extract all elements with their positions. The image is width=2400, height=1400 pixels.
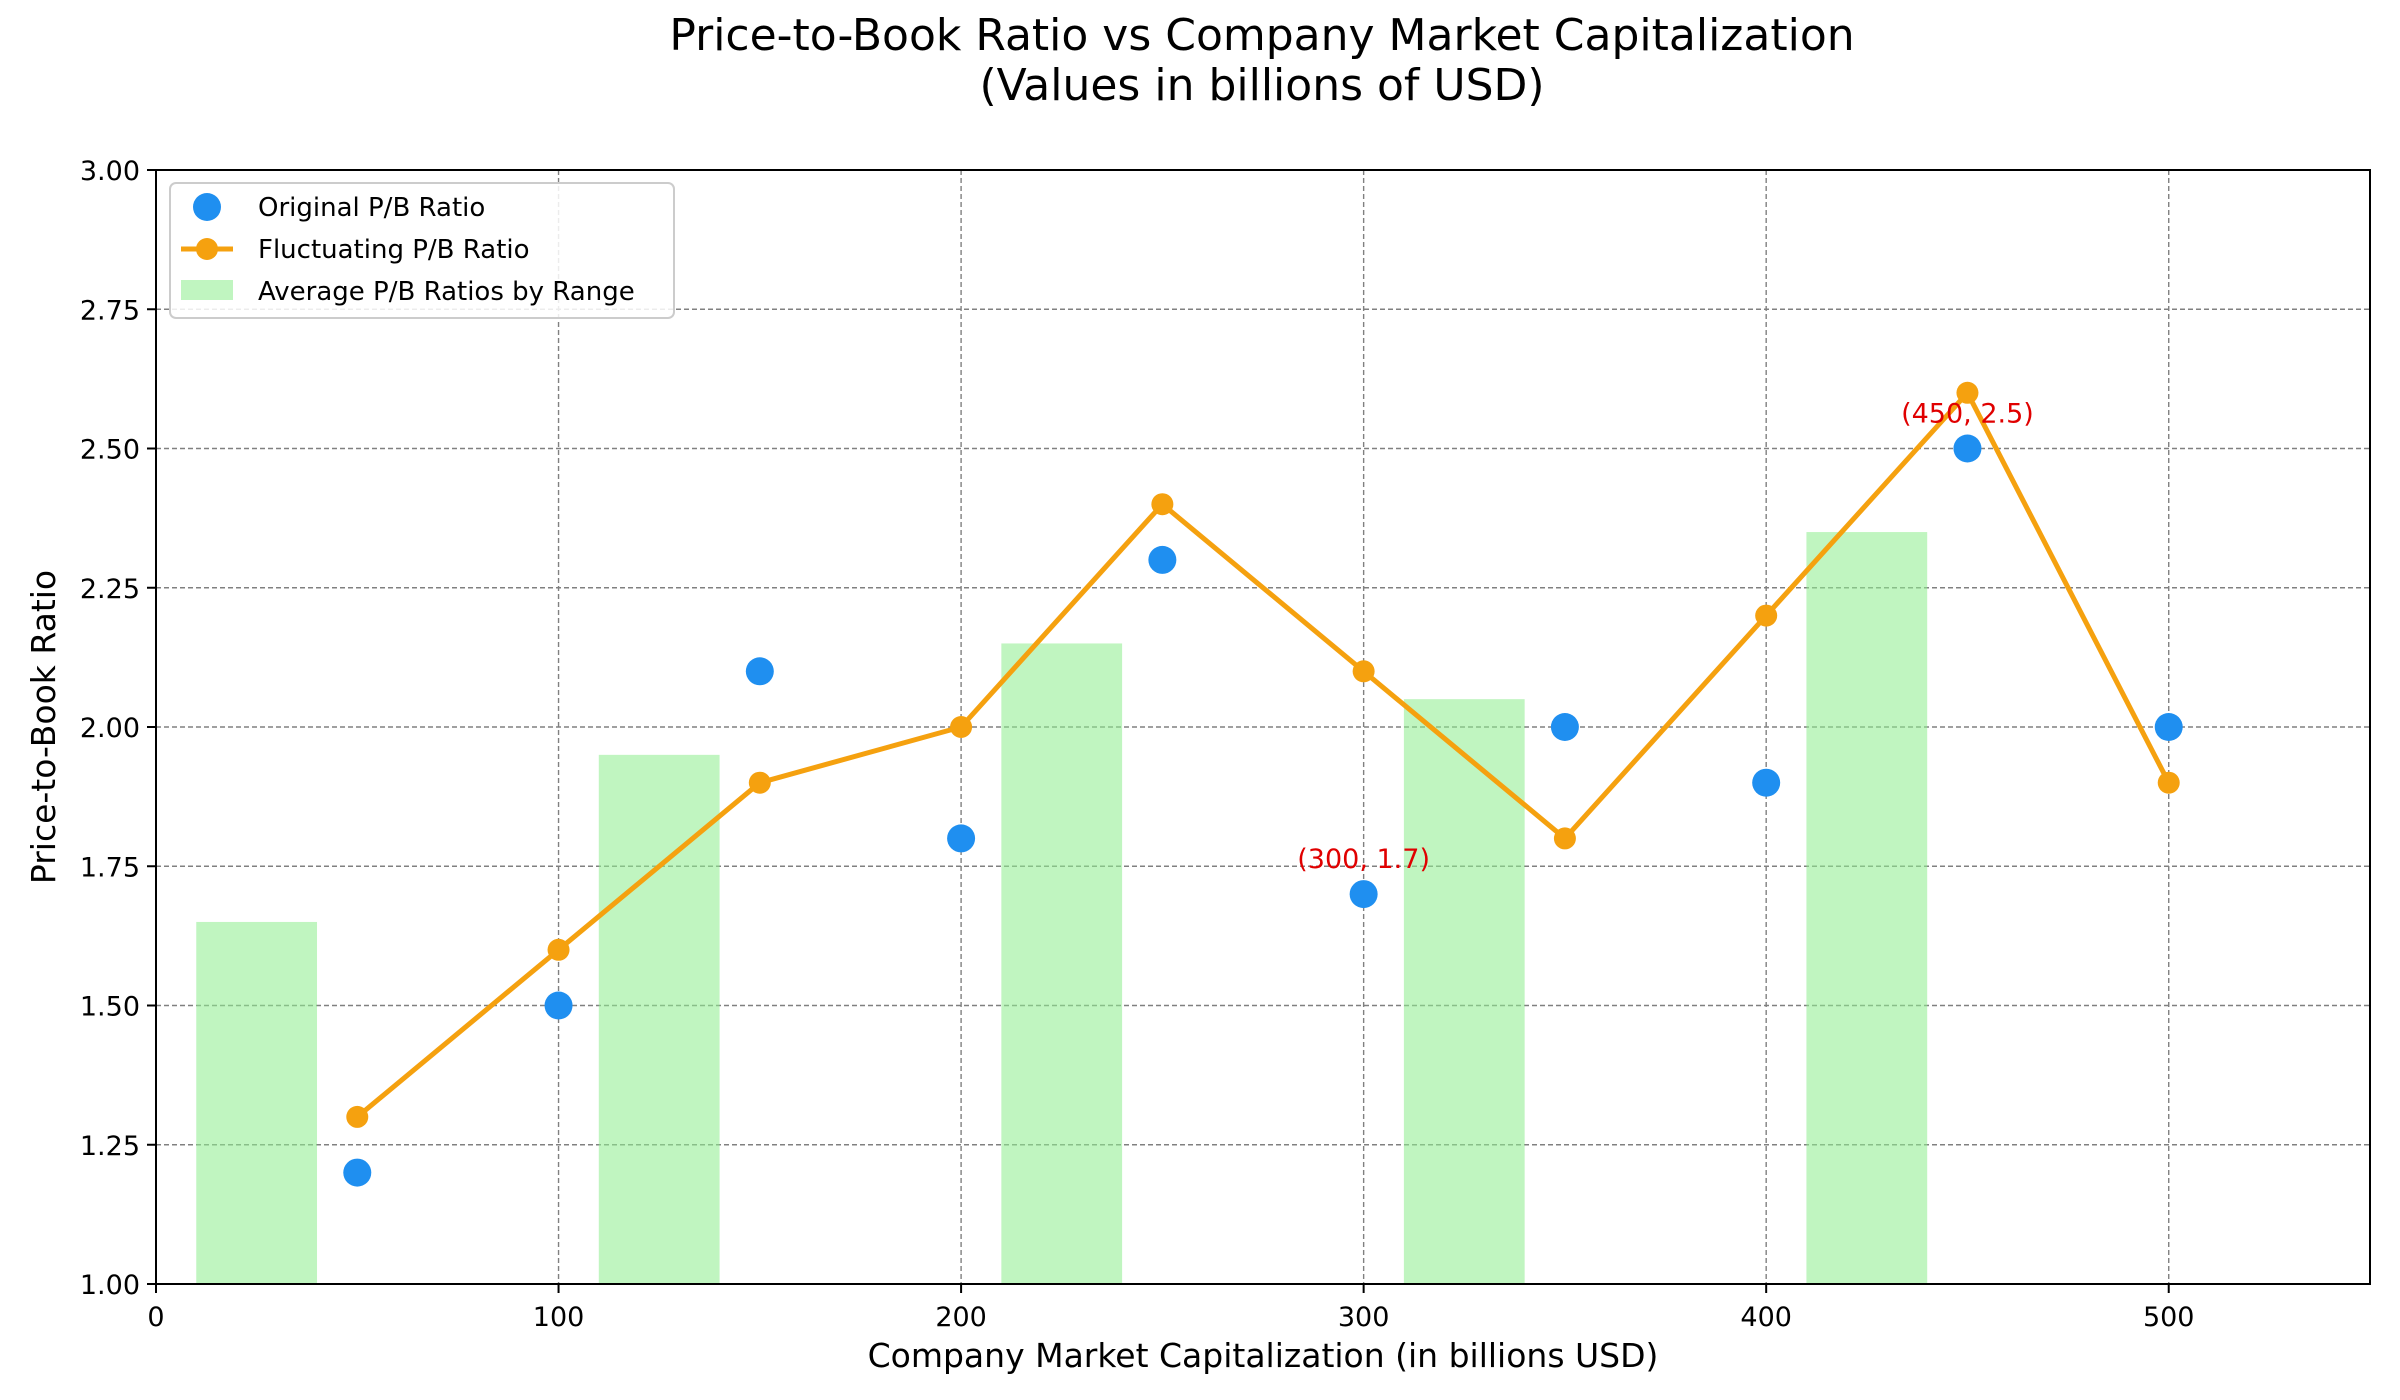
y-tick-label: 2.75 — [80, 295, 140, 326]
x-tick-label: 0 — [147, 1302, 164, 1333]
annotation-label: (450, 2.5) — [1901, 399, 2034, 430]
line-point — [1755, 604, 1778, 627]
x-axis-ticks: 0 100 200 300 400 500 — [147, 1284, 2195, 1333]
x-tick-label: 400 — [1740, 1302, 1792, 1333]
scatter-point — [1752, 768, 1781, 797]
y-tick-label: 2.00 — [80, 713, 140, 744]
annotation-label: (300, 1.7) — [1297, 844, 1430, 875]
bar-series — [196, 532, 1928, 1284]
line-point — [1352, 660, 1375, 683]
scatter-point — [745, 657, 774, 686]
y-axis-label: Price-to-Book Ratio — [24, 570, 63, 884]
y-axis-ticks: 1.00 1.25 1.50 1.75 2.00 2.25 2.50 2.75 3.00 — [80, 156, 156, 1301]
y-tick-label: 1.00 — [80, 1270, 140, 1301]
legend-swatch-fluctuating — [196, 238, 218, 260]
line-point — [1956, 381, 1979, 404]
scatter-point — [1148, 545, 1177, 574]
bar — [598, 754, 720, 1284]
legend: Original P/B Ratio Fluctuating P/B Ratio A… — [169, 182, 675, 319]
x-tick-label: 200 — [935, 1302, 987, 1333]
chart-title: Price-to-Book Ratio vs Company Market Ca… — [669, 10, 1854, 61]
scatter-point — [1550, 713, 1579, 741]
line-point — [547, 938, 570, 961]
x-tick-label: 100 — [533, 1302, 585, 1333]
y-tick-label: 2.25 — [80, 574, 140, 605]
line-series-path — [355, 390, 2171, 1119]
y-tick-label: 1.75 — [80, 852, 140, 883]
line-series — [346, 381, 2180, 1128]
scatter-point — [1349, 880, 1378, 909]
scatter-series — [343, 434, 2183, 1187]
line-point — [2157, 771, 2180, 794]
x-axis-label: Company Market Capitalization (in billio… — [868, 1336, 1659, 1375]
bar — [1001, 643, 1123, 1284]
scatter-point — [343, 1158, 372, 1187]
legend-frame — [169, 182, 675, 319]
bar — [1403, 699, 1525, 1284]
legend-label-original: Original P/B Ratio — [258, 193, 485, 223]
chart-subtitle: (Values in billions of USD) — [979, 60, 1544, 111]
annotations: (300, 1.7) (450, 2.5) — [1297, 399, 2034, 876]
y-tick-label: 1.25 — [80, 1131, 140, 1162]
y-tick-label: 1.50 — [80, 992, 140, 1023]
y-tick-label: 2.50 — [80, 435, 140, 466]
x-tick-label: 500 — [2143, 1302, 2195, 1333]
bar — [196, 921, 318, 1284]
scatter-point — [544, 991, 573, 1020]
line-point — [1553, 827, 1576, 850]
line-point — [346, 1105, 369, 1128]
x-tick-label: 300 — [1338, 1302, 1390, 1333]
scatter-point — [1953, 434, 1982, 463]
legend-label-average: Average P/B Ratios by Range — [258, 277, 635, 307]
scatter-point — [2154, 713, 2183, 741]
line-point — [950, 716, 973, 738]
bar — [1806, 532, 1928, 1284]
line-point — [1151, 493, 1174, 516]
legend-swatch-average — [181, 280, 233, 300]
scatter-point — [947, 824, 976, 853]
legend-swatch-original — [193, 193, 221, 221]
line-point — [748, 771, 771, 794]
y-tick-label: 3.00 — [80, 156, 140, 187]
legend-label-fluctuating: Fluctuating P/B Ratio — [258, 235, 530, 265]
